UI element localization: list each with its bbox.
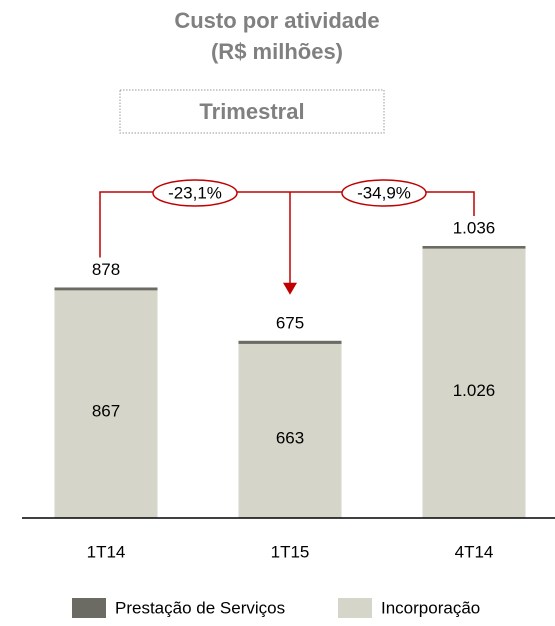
arrow-head: [283, 282, 297, 295]
bar-segment: [422, 246, 526, 249]
annotation: -23,1%: [168, 183, 222, 202]
x-tick-label: 1T15: [271, 542, 310, 561]
bracket: [99, 191, 475, 258]
x-tick-label: 1T14: [87, 542, 126, 561]
bar-segment: [54, 290, 158, 518]
bar-segment: [238, 340, 342, 344]
segment-label: 1.026: [453, 381, 496, 400]
annotation: -34,9%: [357, 183, 411, 202]
bar-segment: [54, 287, 158, 291]
chart-title: Custo por atividade: [174, 8, 379, 33]
annotation-oval: [341, 179, 427, 207]
legend-swatch: [338, 598, 372, 618]
segment-label: 663: [276, 428, 304, 447]
segment-label: 867: [92, 402, 120, 421]
legend-label: Incorporação: [381, 598, 480, 617]
period-box: [119, 89, 385, 134]
legend-label: Prestação de Serviços: [115, 598, 285, 617]
bar-segment: [238, 343, 342, 518]
chart-subtitle: (R$ milhões): [211, 39, 343, 64]
period-label: Trimestral: [199, 99, 304, 124]
legend-swatch: [72, 598, 106, 618]
total-label: 675: [276, 313, 304, 332]
bar-segment: [422, 248, 526, 518]
total-label: 1.036: [453, 218, 496, 237]
x-tick-label: 4T14: [455, 542, 494, 561]
total-label: 878: [92, 260, 120, 279]
annotation-oval: [152, 179, 238, 207]
